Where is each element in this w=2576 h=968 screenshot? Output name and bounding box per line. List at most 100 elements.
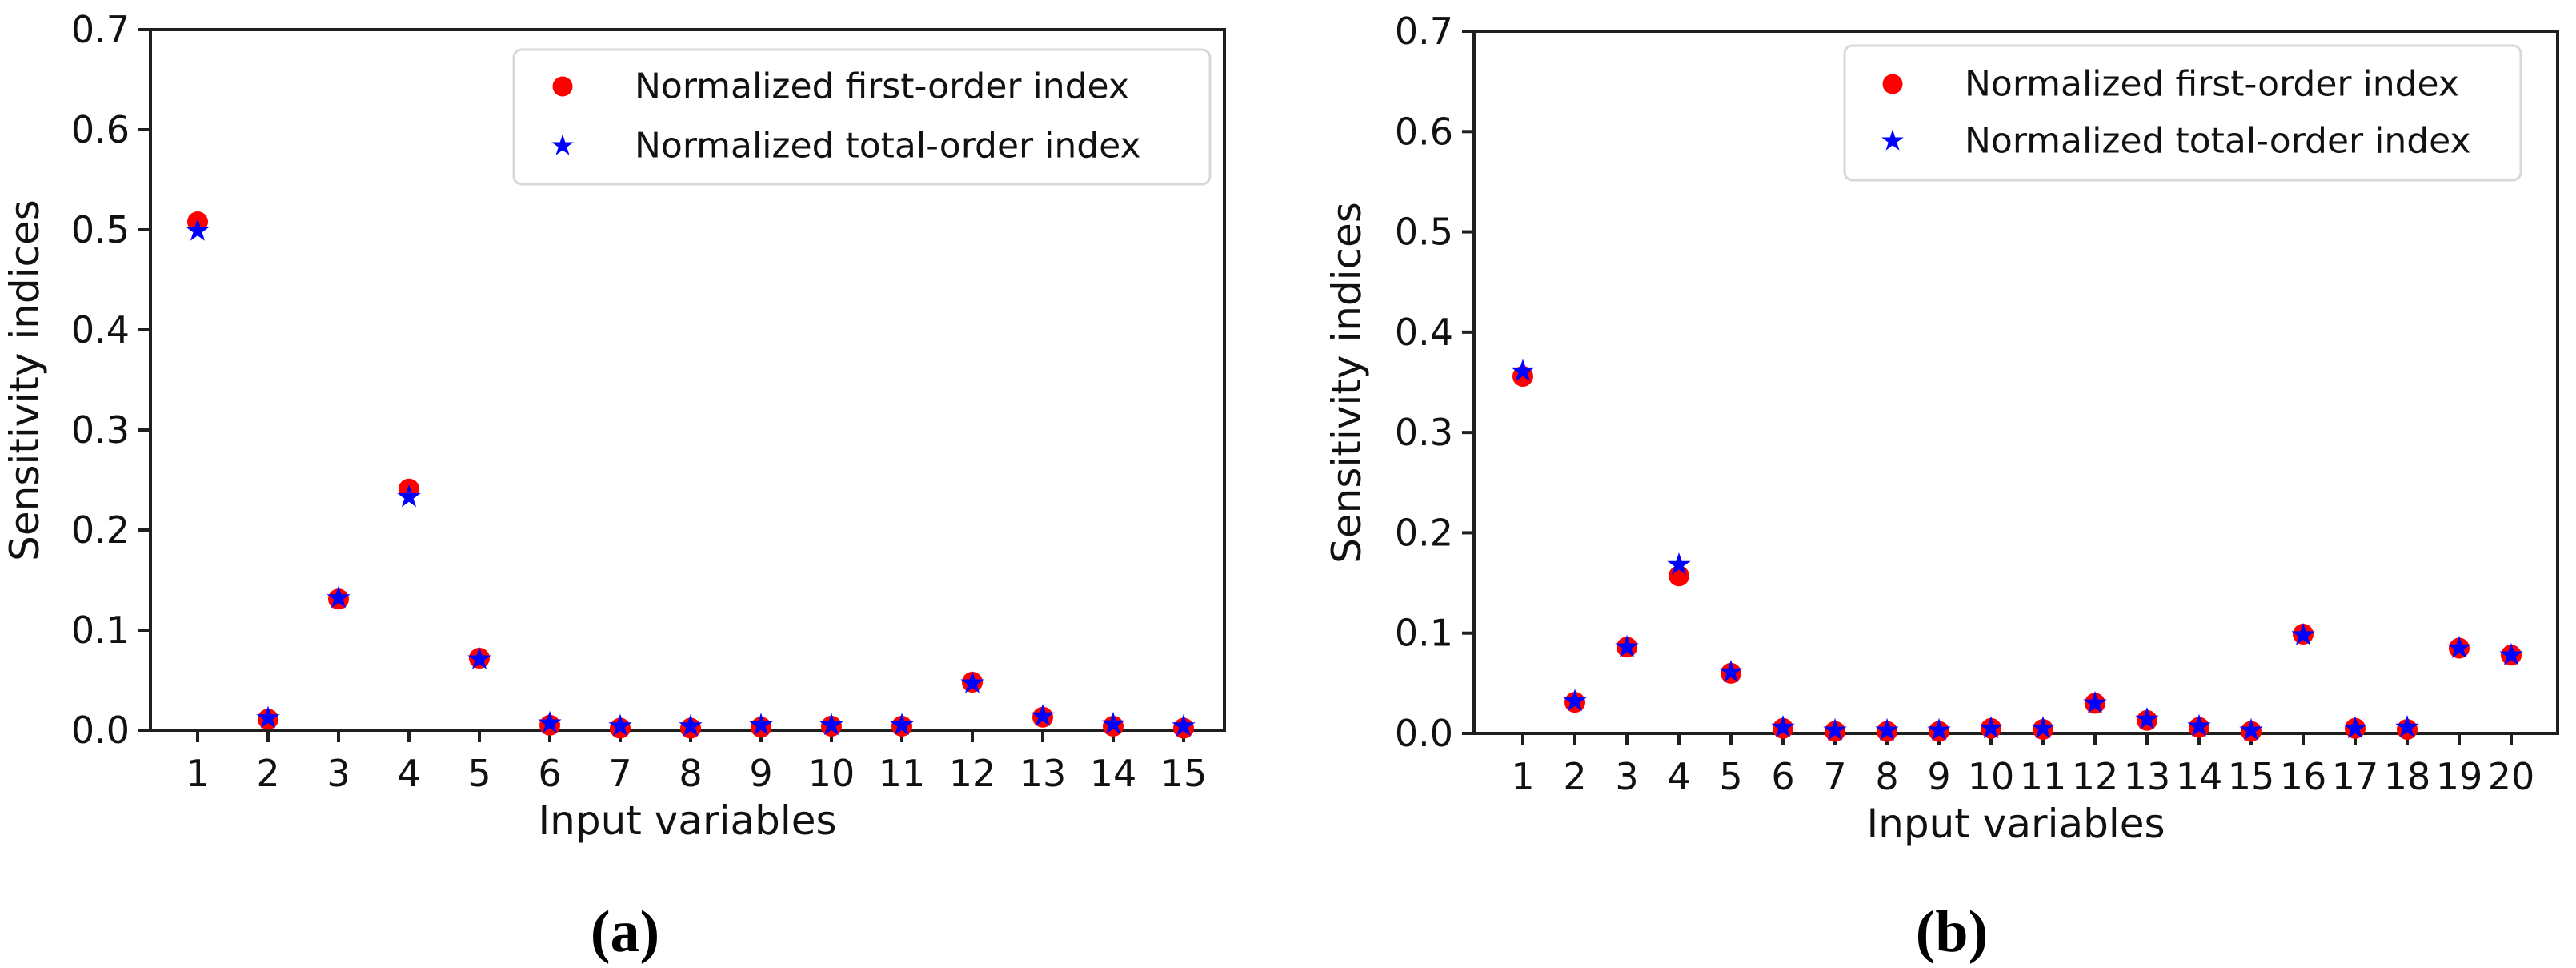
data-point-total-order xyxy=(1615,634,1639,657)
x-tick-label: 11 xyxy=(879,752,926,795)
x-tick-label: 16 xyxy=(2280,755,2327,798)
data-point-total-order xyxy=(1511,359,1535,382)
x-tick-label: 3 xyxy=(327,752,350,795)
y-tick-label: 0.7 xyxy=(71,8,130,51)
y-tick-label: 0.4 xyxy=(71,308,130,351)
x-tick-label: 7 xyxy=(608,752,631,795)
legend-circle-marker-icon xyxy=(552,76,573,97)
data-point-total-order xyxy=(2499,642,2523,665)
data-point-total-order xyxy=(1927,717,1951,741)
x-tick-label: 14 xyxy=(2176,755,2223,798)
x-tick-label: 12 xyxy=(949,752,996,795)
data-point-total-order xyxy=(2031,716,2055,739)
y-tick-label: 0.3 xyxy=(71,408,130,452)
x-tick-label: 17 xyxy=(2332,755,2379,798)
data-point-total-order xyxy=(2083,690,2107,713)
x-tick-label: 10 xyxy=(808,752,855,795)
y-tick-label: 0.0 xyxy=(1395,712,1453,755)
y-axis-label: Sensitivity indices xyxy=(1324,202,1370,564)
data-point-total-order xyxy=(1771,715,1795,737)
x-tick-label: 5 xyxy=(1719,755,1742,798)
data-point-total-order xyxy=(749,713,773,736)
y-tick-label: 0.0 xyxy=(71,709,130,752)
x-tick-label: 8 xyxy=(1875,755,1898,798)
data-point-total-order xyxy=(1719,660,1743,683)
data-point-total-order xyxy=(2447,636,2471,658)
panel-a: 0.00.10.20.30.40.50.60.71 2 3 4 5 6 7 8 9 10 11 12 1… xyxy=(2,8,1226,965)
x-tick-label: 2 xyxy=(256,752,279,795)
legend-label-first-order: Normalized first-order index xyxy=(1965,64,2459,105)
data-point-total-order xyxy=(2343,716,2367,739)
y-tick-label: 0.4 xyxy=(1395,311,1453,354)
data-point-total-order xyxy=(1823,717,1847,741)
x-tick-label: 13 xyxy=(1020,752,1067,795)
x-tick-label: 15 xyxy=(2228,755,2275,798)
data-point-total-order xyxy=(608,713,632,737)
x-axis-label: Input variables xyxy=(538,797,836,844)
x-tick-label: 18 xyxy=(2384,755,2431,798)
data-point-total-order xyxy=(256,705,280,729)
y-tick-label: 0.5 xyxy=(1395,211,1453,254)
data-point-total-order xyxy=(1172,713,1196,737)
x-tick-label: 15 xyxy=(1160,752,1208,795)
x-tick-label: 5 xyxy=(467,752,491,795)
x-tick-label: 19 xyxy=(2436,755,2483,798)
x-tick-label: 6 xyxy=(538,752,561,795)
data-point-total-order xyxy=(960,670,984,693)
data-point-total-order xyxy=(1979,716,2003,739)
legend: Normalized first-order index Normalized t… xyxy=(1843,44,2522,182)
data-point-total-order xyxy=(679,713,703,737)
data-point-total-order xyxy=(819,713,843,736)
legend-box xyxy=(512,48,1212,186)
data-point-total-order xyxy=(1667,552,1691,576)
data-point-total-order xyxy=(467,646,491,669)
x-tick-label: 9 xyxy=(749,752,772,795)
x-tick-label: 14 xyxy=(1090,752,1137,795)
x-tick-label: 1 xyxy=(186,752,209,795)
x-tick-label: 6 xyxy=(1771,755,1794,798)
legend-label-total-order: Normalized total-order index xyxy=(635,126,1141,167)
data-point-total-order xyxy=(538,710,562,733)
data-point-total-order xyxy=(186,218,210,241)
x-axis-label: Input variables xyxy=(1866,801,2165,847)
y-tick-label: 0.5 xyxy=(71,208,130,251)
y-tick-label: 0.6 xyxy=(71,108,130,151)
data-point-total-order xyxy=(2395,715,2419,737)
x-tick-label: 13 xyxy=(2124,755,2171,798)
legend-star-marker-icon xyxy=(551,134,574,155)
legend-circle-marker-icon xyxy=(1882,74,1903,94)
data-point-total-order xyxy=(327,585,351,609)
data-point-total-order xyxy=(397,484,421,508)
y-tick-label: 0.6 xyxy=(1395,110,1453,153)
y-axis-label: Sensitivity indices xyxy=(2,199,48,561)
axes-box xyxy=(1472,30,2559,735)
panel-caption: (a) xyxy=(591,899,659,965)
data-point-total-order xyxy=(2291,622,2315,645)
y-tick-label: 0.3 xyxy=(1395,411,1453,454)
y-tick-label: 0.7 xyxy=(1395,10,1453,53)
x-tick-label: 7 xyxy=(1823,755,1846,798)
x-tick-label: 20 xyxy=(2488,755,2535,798)
data-point-total-order xyxy=(1563,689,1587,712)
data-point-total-order xyxy=(2135,707,2159,729)
legend-box xyxy=(1843,44,2522,182)
y-tick-label: 0.1 xyxy=(1395,612,1453,655)
y-tick-label: 0.1 xyxy=(71,609,130,652)
legend-label-first-order: Normalized first-order index xyxy=(635,66,1129,107)
x-tick-label: 2 xyxy=(1563,755,1586,798)
data-point-total-order xyxy=(1875,717,1899,741)
legend: Normalized first-order index Normalized t… xyxy=(512,48,1212,186)
x-tick-label: 8 xyxy=(679,752,702,795)
x-tick-label: 11 xyxy=(2020,755,2067,798)
x-tick-label: 4 xyxy=(1667,755,1690,798)
panel-b: 0.00.10.20.30.40.50.60.71 2 3 4 5 6 7 8 9 10 11 12 1… xyxy=(1324,10,2559,965)
y-tick-label: 0.2 xyxy=(71,508,130,552)
data-point-total-order xyxy=(1031,704,1055,726)
data-point-total-order xyxy=(2187,713,2211,737)
x-tick-label: 1 xyxy=(1511,755,1534,798)
y-tick-label: 0.2 xyxy=(1395,511,1453,554)
x-tick-label: 12 xyxy=(2072,755,2119,798)
panel-caption: (b) xyxy=(1916,899,1988,965)
